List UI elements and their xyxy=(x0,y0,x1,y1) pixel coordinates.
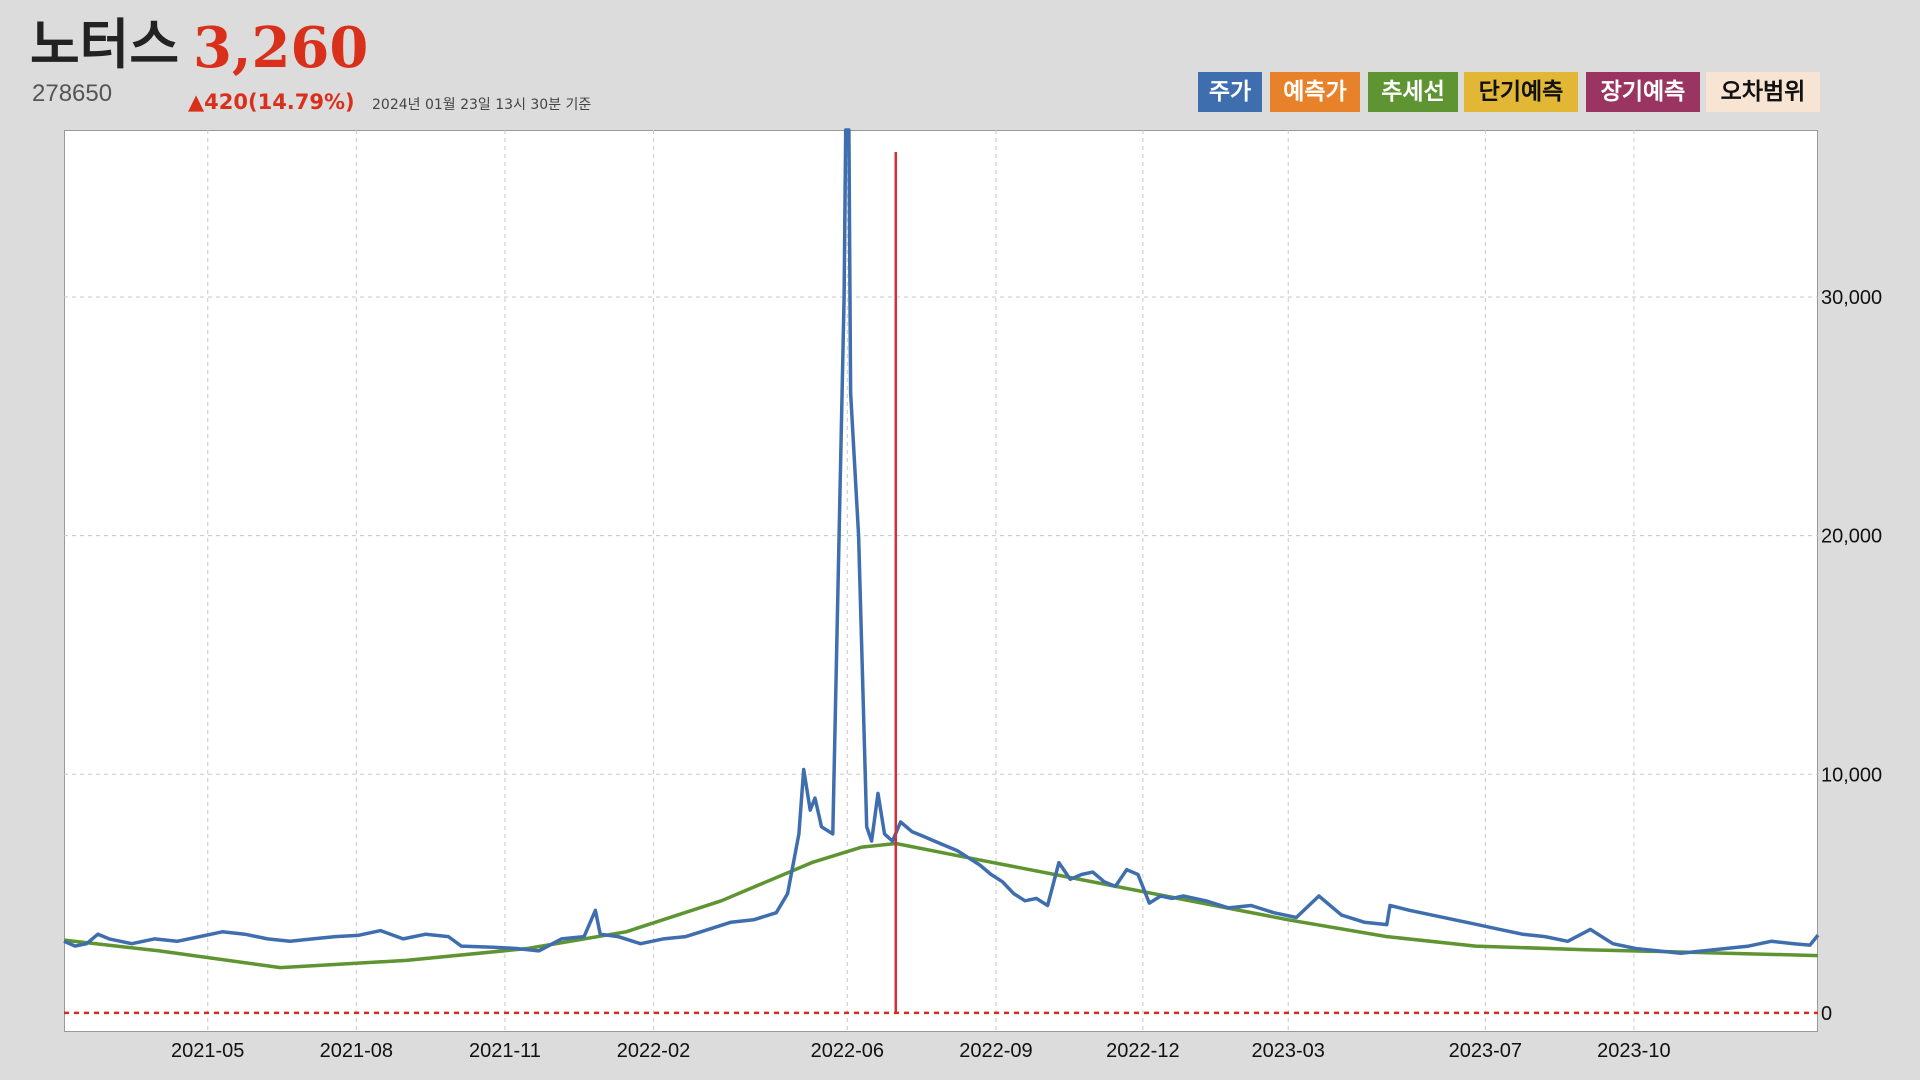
y-tick-label: 30,000 xyxy=(1821,287,1882,309)
stock-change: ▲420(14.79%) xyxy=(188,90,355,114)
legend-item-price[interactable]: 주가 xyxy=(1198,72,1262,112)
x-tick-label: 2021-11 xyxy=(469,1040,541,1062)
x-tick-label: 2023-07 xyxy=(1449,1040,1522,1062)
series xyxy=(63,128,1820,970)
legend-item-long-forecast[interactable]: 장기예측 xyxy=(1586,72,1700,112)
x-tick-label: 2022-12 xyxy=(1106,1040,1179,1062)
price-line xyxy=(63,128,1820,956)
stock-date: 2024년 01월 23일 13시 30분 기준 xyxy=(372,97,592,113)
x-tick-label: 2022-02 xyxy=(617,1040,690,1062)
x-tick-label: 2022-09 xyxy=(959,1040,1032,1062)
y-tick-label: 20,000 xyxy=(1821,526,1882,548)
header: 노터스 3,260 278650 ▲420(14.79%) 2024년 01월 … xyxy=(0,0,1920,128)
x-tick-label: 2021-05 xyxy=(171,1040,244,1062)
x-tick-label: 2023-03 xyxy=(1252,1040,1325,1062)
stock-code: 278650 xyxy=(32,80,113,107)
legend-item-forecast[interactable]: 예측가 xyxy=(1270,72,1360,112)
y-axis-ticks: 0 10,000 20,000 30,000 xyxy=(1821,287,1882,1025)
x-tick-label: 2023-10 xyxy=(1597,1040,1670,1062)
legend-item-short-forecast[interactable]: 단기예측 xyxy=(1464,72,1578,112)
trend-line xyxy=(63,841,1819,970)
y-tick-label: 0 xyxy=(1821,1003,1832,1025)
x-tick-label: 2022-06 xyxy=(811,1040,884,1062)
grid xyxy=(64,130,1818,1032)
stock-price: 3,260 xyxy=(193,15,369,81)
legend-item-trend[interactable]: 추세선 xyxy=(1368,72,1458,112)
stock-name: 노터스 xyxy=(30,13,180,76)
x-tick-label: 2021-08 xyxy=(320,1040,393,1062)
x-axis-ticks: 2021-05 2021-08 2021-11 2022-02 2022-06 2022-… xyxy=(171,1040,1671,1062)
y-tick-label: 10,000 xyxy=(1821,764,1882,786)
legend-item-error-range[interactable]: 오차범위 xyxy=(1706,72,1820,112)
